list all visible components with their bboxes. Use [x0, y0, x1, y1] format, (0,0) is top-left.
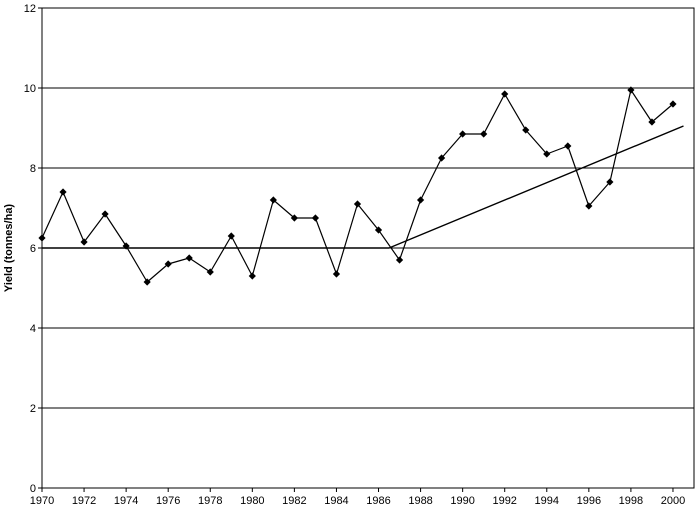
- x-tick-label: 1984: [324, 495, 348, 507]
- yield-series-line: [41, 89, 674, 283]
- x-tick-label: 1996: [577, 495, 601, 507]
- diamond-marker: [459, 130, 467, 138]
- y-tick-label: 4: [30, 323, 36, 335]
- diamond-marker: [374, 226, 383, 234]
- series-lines: [41, 89, 684, 283]
- x-tick-label: 1976: [156, 495, 180, 507]
- diamond-marker: [564, 142, 572, 150]
- x-tick-label: 2000: [661, 495, 685, 507]
- diamond-marker: [353, 200, 362, 208]
- x-tick-label: 1982: [282, 495, 306, 507]
- diamond-marker: [248, 272, 256, 280]
- x-tick-label: 1988: [408, 495, 432, 507]
- diamond-marker: [627, 86, 635, 94]
- diamond-marker: [522, 126, 530, 134]
- diamond-marker: [206, 268, 214, 276]
- y-tick-label: 2: [30, 403, 36, 415]
- y-tick-label: 0: [30, 483, 36, 495]
- x-tick-label: 1974: [114, 495, 138, 507]
- diamond-marker: [101, 210, 109, 218]
- diamond-marker: [501, 90, 509, 98]
- diamond-marker: [143, 278, 151, 286]
- diamond-marker: [122, 242, 130, 250]
- x-tick-label: 1998: [619, 495, 643, 507]
- diamond-marker: [648, 118, 656, 126]
- trend-line: [42, 125, 684, 249]
- diamond-marker: [227, 232, 235, 240]
- diamond-marker: [416, 196, 425, 204]
- diamond-marker: [669, 100, 677, 108]
- diamond-marker: [332, 270, 341, 278]
- data-markers: [38, 86, 677, 286]
- diamond-marker: [480, 130, 488, 138]
- diamond-marker: [59, 188, 67, 196]
- y-tick-label: 6: [30, 243, 36, 255]
- diamond-marker: [269, 196, 277, 204]
- y-axis-title: Yield (tonnes/ha): [3, 204, 15, 293]
- x-tick-label: 1972: [72, 495, 96, 507]
- y-tick-label: 10: [24, 83, 36, 95]
- diamond-marker: [585, 202, 593, 210]
- x-tick-label: 1990: [450, 495, 474, 507]
- x-tick-label: 1978: [198, 495, 222, 507]
- diamond-marker: [311, 214, 320, 222]
- diamond-marker: [395, 256, 404, 264]
- diamond-marker: [38, 234, 46, 242]
- x-tick-label: 1970: [30, 495, 54, 507]
- x-tick-label: 1994: [535, 495, 559, 507]
- diamond-marker: [290, 214, 298, 222]
- x-tick-label: 1980: [240, 495, 264, 507]
- diamond-marker: [164, 260, 172, 268]
- diamond-marker: [606, 178, 614, 186]
- diamond-marker: [438, 154, 446, 162]
- y-tick-label: 8: [30, 163, 36, 175]
- diamond-marker: [185, 254, 193, 262]
- diamond-marker: [80, 238, 88, 246]
- x-tick-label: 1992: [492, 495, 516, 507]
- x-tick-label: 1986: [366, 495, 390, 507]
- axis-ticks: 0 2 4 6 8 10 12 1970 1972 1974 1976 1978 1980 1982 198…: [24, 3, 685, 507]
- y-tick-label: 12: [24, 3, 36, 15]
- diamond-marker: [543, 150, 551, 158]
